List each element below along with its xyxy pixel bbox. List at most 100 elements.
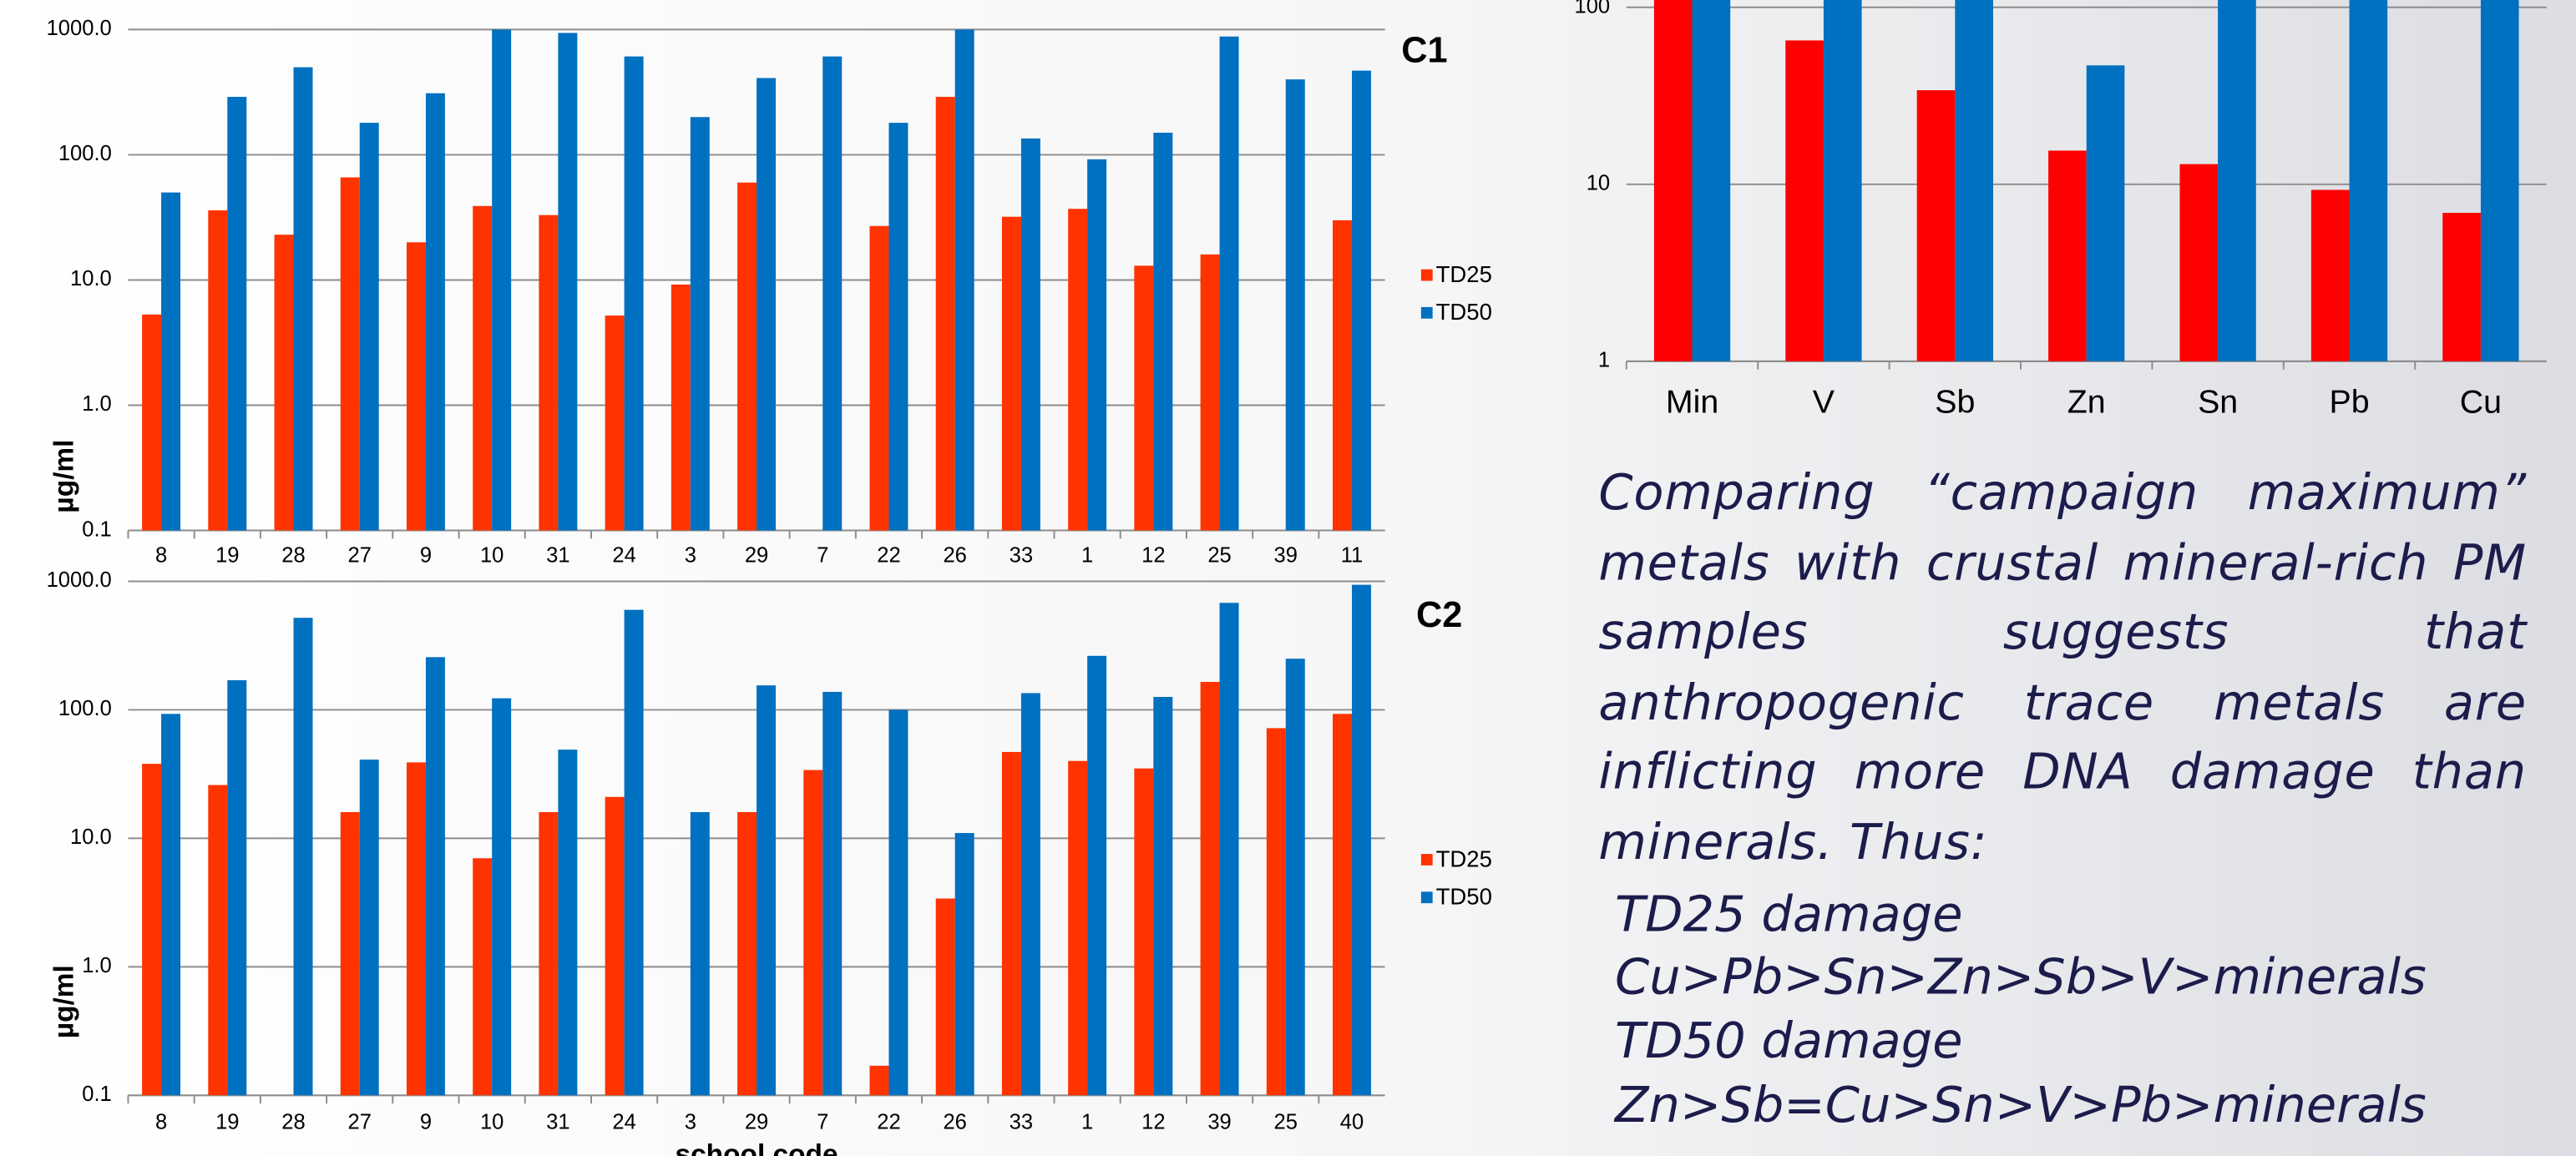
- x-tick-label: 9: [420, 1111, 432, 1134]
- x-tick-label: 9: [420, 544, 432, 568]
- bar: [624, 609, 644, 1096]
- bar: [142, 764, 162, 1096]
- bar: [2480, 0, 2519, 361]
- x-tick-label: 27: [348, 544, 372, 568]
- legend-label: TD50: [1436, 299, 1492, 325]
- bar: [1087, 159, 1107, 531]
- bar: [1134, 265, 1154, 531]
- bar: [737, 182, 757, 531]
- bar: [1219, 36, 1239, 531]
- y-tick-label: 10: [1587, 172, 1610, 195]
- bar: [869, 1065, 889, 1096]
- bar: [208, 210, 228, 531]
- bar: [690, 117, 710, 531]
- x-tick-label: 10: [480, 544, 504, 568]
- x-tick-label: 3: [685, 544, 696, 568]
- x-tick-label: 39: [1207, 1111, 1231, 1134]
- x-tick-label: 19: [215, 544, 239, 568]
- bar: [492, 698, 512, 1096]
- bar: [1285, 659, 1305, 1096]
- y-tick-label: 100.0: [58, 697, 112, 720]
- bar: [1153, 133, 1173, 531]
- x-tick-label: 24: [612, 1111, 635, 1134]
- bar: [671, 284, 691, 531]
- bar: [888, 123, 908, 531]
- x-tick-label: 28: [281, 1111, 305, 1134]
- x-tick-label: V: [1813, 383, 1835, 420]
- bar: [1955, 0, 1993, 361]
- chart-title: C1: [1401, 30, 1447, 70]
- x-tick-label: 31: [546, 1111, 569, 1134]
- x-tick-label: Pb: [2329, 383, 2369, 420]
- bar: [1785, 40, 1824, 361]
- y-tick-label: 100: [1574, 0, 1610, 18]
- x-axis-label: school code: [675, 1139, 838, 1156]
- y-tick-label: 1: [1598, 349, 1610, 372]
- bar: [359, 123, 379, 531]
- bar: [869, 225, 889, 531]
- bar: [2218, 0, 2256, 361]
- bar: [1068, 209, 1088, 531]
- bar: [954, 833, 974, 1096]
- bar: [558, 33, 578, 531]
- x-tick-label: Zn: [2067, 383, 2106, 420]
- bar: [1020, 693, 1040, 1096]
- legend-label: TD50: [1436, 884, 1492, 910]
- x-tick-label: 39: [1274, 544, 1298, 568]
- x-tick-label: 12: [1141, 1111, 1165, 1134]
- bar: [757, 78, 777, 531]
- text-line: TD50 damage: [1615, 1012, 1963, 1071]
- x-tick-label: 11: [1341, 544, 1364, 568]
- x-tick-label: 7: [817, 1111, 828, 1134]
- x-tick-label: 26: [943, 544, 966, 568]
- bar: [406, 242, 426, 531]
- bar: [208, 785, 228, 1096]
- bar: [340, 811, 360, 1096]
- bar: [1351, 584, 1371, 1096]
- x-tick-label: 25: [1274, 1111, 1298, 1134]
- bar: [888, 709, 908, 1096]
- bar: [340, 177, 360, 531]
- legend-label: TD25: [1436, 261, 1492, 287]
- bar: [1001, 216, 1021, 531]
- x-tick-label: 27: [348, 1111, 372, 1134]
- x-tick-label: 31: [546, 544, 569, 568]
- legend-swatch: [1420, 306, 1433, 319]
- x-tick-label: 29: [745, 544, 768, 568]
- x-tick-label: 26: [943, 1111, 966, 1134]
- bar: [473, 205, 493, 531]
- x-tick-label: 24: [612, 544, 635, 568]
- bar: [935, 97, 955, 531]
- bar: [1333, 220, 1352, 531]
- x-tick-label: 40: [1340, 1111, 1364, 1134]
- x-tick-label: 8: [155, 1111, 167, 1134]
- bar: [1692, 0, 1731, 361]
- bar: [2048, 150, 2087, 361]
- bar: [1020, 138, 1040, 531]
- bar: [690, 811, 710, 1096]
- bar: [1153, 696, 1173, 1096]
- bar: [161, 192, 181, 531]
- bar: [2442, 212, 2481, 361]
- x-tick-label: Sb: [1935, 383, 1975, 420]
- bar: [558, 750, 578, 1096]
- x-tick-label: 33: [1010, 544, 1033, 568]
- bars: [1653, 0, 2519, 361]
- y-axis-label: µg/ml: [49, 440, 80, 513]
- y-tick-label: 0.1: [82, 1083, 112, 1106]
- x-tick-label: 22: [877, 1111, 900, 1134]
- x-tick-label: Min: [1666, 383, 1718, 420]
- bar: [2086, 65, 2125, 361]
- x-tick-label: 12: [1141, 544, 1165, 568]
- bar: [274, 235, 294, 531]
- bar: [1068, 760, 1088, 1096]
- bar: [1653, 0, 1693, 361]
- y-axis-label: µg/ml: [49, 965, 80, 1038]
- text-line: Zn>Sb=Cu>Sn>V>Pb>minerals: [1615, 1077, 2427, 1135]
- x-tick-label: 1: [1081, 544, 1093, 568]
- text-line: Cu>Pb>Sn>Zn>Sb>V>minerals: [1615, 949, 2427, 1007]
- bar: [1001, 751, 1021, 1096]
- bar: [1351, 70, 1371, 531]
- legend-swatch: [1420, 269, 1433, 281]
- chart-title: C2: [1416, 595, 1462, 635]
